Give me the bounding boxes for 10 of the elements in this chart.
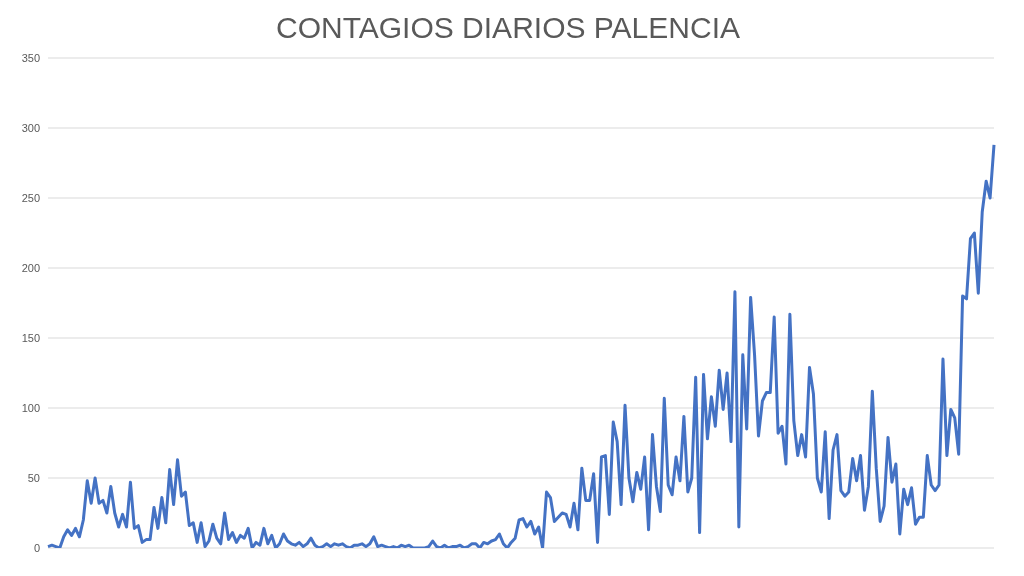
y-tick-label: 350 <box>21 51 40 64</box>
y-tick-label: 150 <box>21 331 40 344</box>
y-tick-label: 300 <box>21 121 40 134</box>
y-tick-label: 200 <box>21 261 40 274</box>
chart-title: CONTAGIOS DIARIOS PALENCIA <box>275 10 741 46</box>
y-tick-label: 0 <box>33 541 40 554</box>
y-tick-label: 250 <box>21 191 40 204</box>
y-tick-label: 100 <box>21 401 40 414</box>
line-series <box>46 143 996 548</box>
y-tick-label: 50 <box>27 471 40 484</box>
